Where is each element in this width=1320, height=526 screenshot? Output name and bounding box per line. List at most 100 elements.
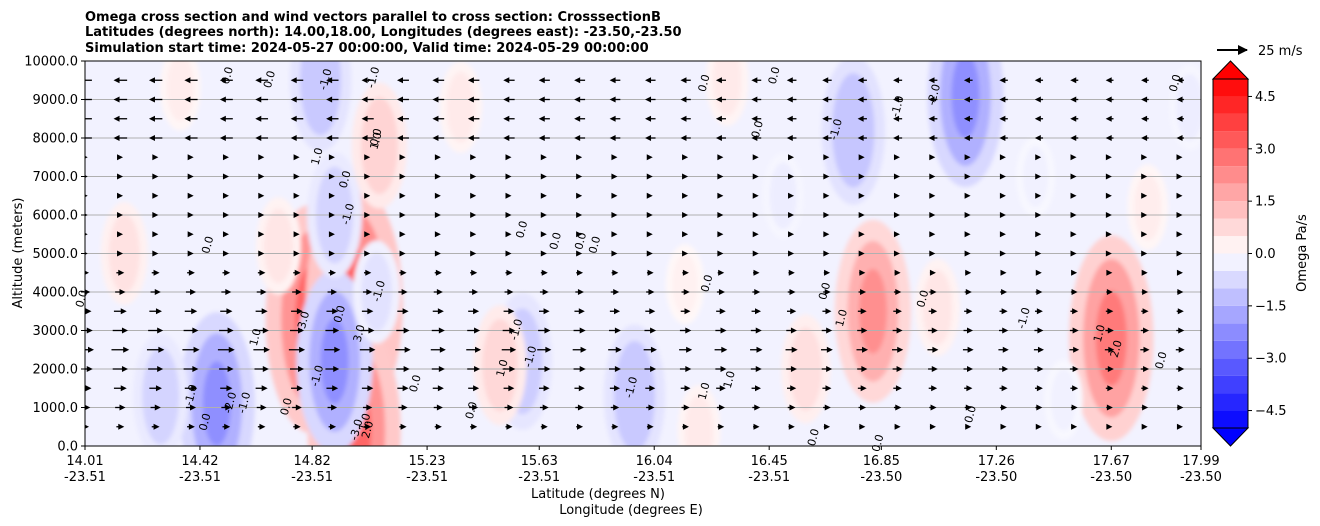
wind-vector bbox=[185, 404, 197, 411]
wind-vector bbox=[645, 96, 656, 103]
wind-vector bbox=[611, 231, 618, 238]
wind-vector bbox=[1035, 250, 1042, 257]
wind-vector bbox=[222, 173, 229, 180]
wind-vector bbox=[361, 385, 374, 392]
wind-vector bbox=[856, 346, 869, 353]
wind-vector bbox=[113, 385, 127, 392]
wind-vector bbox=[117, 231, 124, 238]
wind-vector bbox=[187, 212, 194, 218]
wind-vector bbox=[823, 289, 831, 295]
wind-vector bbox=[682, 173, 689, 180]
wind-vector bbox=[611, 212, 618, 218]
wind-vector bbox=[788, 173, 795, 180]
omega-region-core bbox=[1176, 74, 1201, 141]
contour-label: -1.0 bbox=[370, 279, 388, 303]
x-tick-label: -23.51 bbox=[179, 470, 221, 485]
wind-vector bbox=[575, 289, 584, 295]
wind-vector bbox=[1104, 346, 1115, 353]
wind-vector bbox=[187, 154, 194, 161]
wind-vector bbox=[187, 269, 195, 276]
wind-vector bbox=[717, 192, 724, 199]
wind-vector bbox=[256, 289, 267, 295]
colorbar-tick-label: 4.5 bbox=[1255, 90, 1276, 105]
omega-region-core bbox=[922, 270, 953, 345]
wind-vector bbox=[788, 192, 795, 199]
wind-vector bbox=[823, 173, 830, 180]
wind-vector bbox=[292, 289, 302, 295]
wind-vector bbox=[1177, 289, 1184, 295]
colorbar-tick-label: 0.0 bbox=[1255, 247, 1276, 262]
wind-vector bbox=[999, 212, 1006, 218]
wind-vector bbox=[540, 423, 548, 430]
omega-region-core bbox=[361, 97, 398, 195]
colorbar-level bbox=[1213, 270, 1248, 289]
wind-vector bbox=[1141, 269, 1148, 276]
wind-vector bbox=[1141, 115, 1149, 122]
wind-vector bbox=[364, 192, 371, 199]
colorbar-level bbox=[1213, 253, 1248, 271]
wind-vector bbox=[85, 98, 92, 101]
wind-vector bbox=[85, 252, 88, 255]
wind-vector bbox=[646, 423, 654, 430]
wind-vector bbox=[646, 269, 654, 276]
wind-vector bbox=[364, 231, 371, 238]
wind-vector bbox=[573, 366, 586, 372]
wind-vector bbox=[328, 231, 335, 238]
wind-vector bbox=[399, 212, 406, 218]
wind-vector bbox=[505, 250, 512, 257]
wind-vector bbox=[963, 135, 973, 141]
wind-vector bbox=[1070, 77, 1079, 84]
reference-vector-key: 25 m/s bbox=[1217, 44, 1303, 59]
contour-label: 0.0 bbox=[196, 412, 213, 432]
wind-vector bbox=[328, 250, 335, 257]
wind-vector bbox=[187, 250, 194, 257]
wind-vector bbox=[858, 250, 865, 257]
contour-label: 0.0 bbox=[331, 304, 348, 324]
contour-label: 0.0 bbox=[547, 231, 564, 251]
omega-region-peak bbox=[202, 361, 231, 446]
wind-vector bbox=[328, 423, 337, 430]
wind-vector bbox=[85, 346, 94, 353]
wind-vector bbox=[220, 308, 233, 315]
wind-vector bbox=[539, 385, 550, 392]
wind-vector bbox=[293, 269, 301, 276]
wind-vector bbox=[293, 231, 300, 238]
wind-vector bbox=[434, 173, 441, 180]
omega-region-core bbox=[142, 347, 180, 445]
wind-vector bbox=[396, 366, 410, 372]
wind-vector bbox=[1070, 154, 1077, 161]
wind-vector bbox=[1105, 173, 1112, 180]
wind-vector bbox=[822, 135, 832, 141]
wind-vector bbox=[219, 115, 233, 122]
wind-vector bbox=[646, 192, 653, 199]
wind-vector bbox=[293, 212, 300, 218]
contour-label: -1.0 bbox=[889, 94, 907, 118]
wind-vector bbox=[363, 269, 372, 276]
wind-vector bbox=[359, 346, 376, 353]
wind-vector bbox=[823, 212, 830, 218]
wind-vector bbox=[1176, 366, 1185, 372]
wind-vector bbox=[184, 96, 198, 103]
wind-vector bbox=[680, 96, 691, 103]
wind-vector bbox=[857, 77, 867, 84]
y-axis-label: Altitude (meters) bbox=[11, 198, 26, 309]
title-line-3: Simulation start time: 2024-05-27 00:00:… bbox=[85, 41, 649, 56]
wind-vector bbox=[399, 173, 406, 180]
wind-vector bbox=[1176, 135, 1184, 141]
wind-vector bbox=[928, 385, 938, 392]
y-axis: 0.0 1000.0 2000.0 3000.0 4000.0 5000.0 6000.0 7… bbox=[24, 55, 85, 455]
wind-vector bbox=[858, 192, 865, 199]
wind-vector bbox=[113, 77, 128, 84]
wind-vector bbox=[255, 385, 268, 392]
wind-vector bbox=[751, 115, 762, 122]
wind-vector bbox=[1141, 231, 1148, 238]
wind-vector bbox=[219, 327, 234, 334]
omega-region-core bbox=[1050, 369, 1077, 431]
wind-vector bbox=[858, 289, 867, 295]
contour-label: 1.0 bbox=[367, 131, 384, 151]
wind-vector bbox=[148, 327, 164, 334]
wind-vector bbox=[290, 135, 304, 141]
plot-area: 0.0 0.0 -1.0 -1.00.01.01.00.0-1.00.00.01.0-… bbox=[73, 60, 1202, 453]
x-tick-label: 15.23 bbox=[408, 454, 445, 469]
wind-vector bbox=[538, 77, 550, 84]
